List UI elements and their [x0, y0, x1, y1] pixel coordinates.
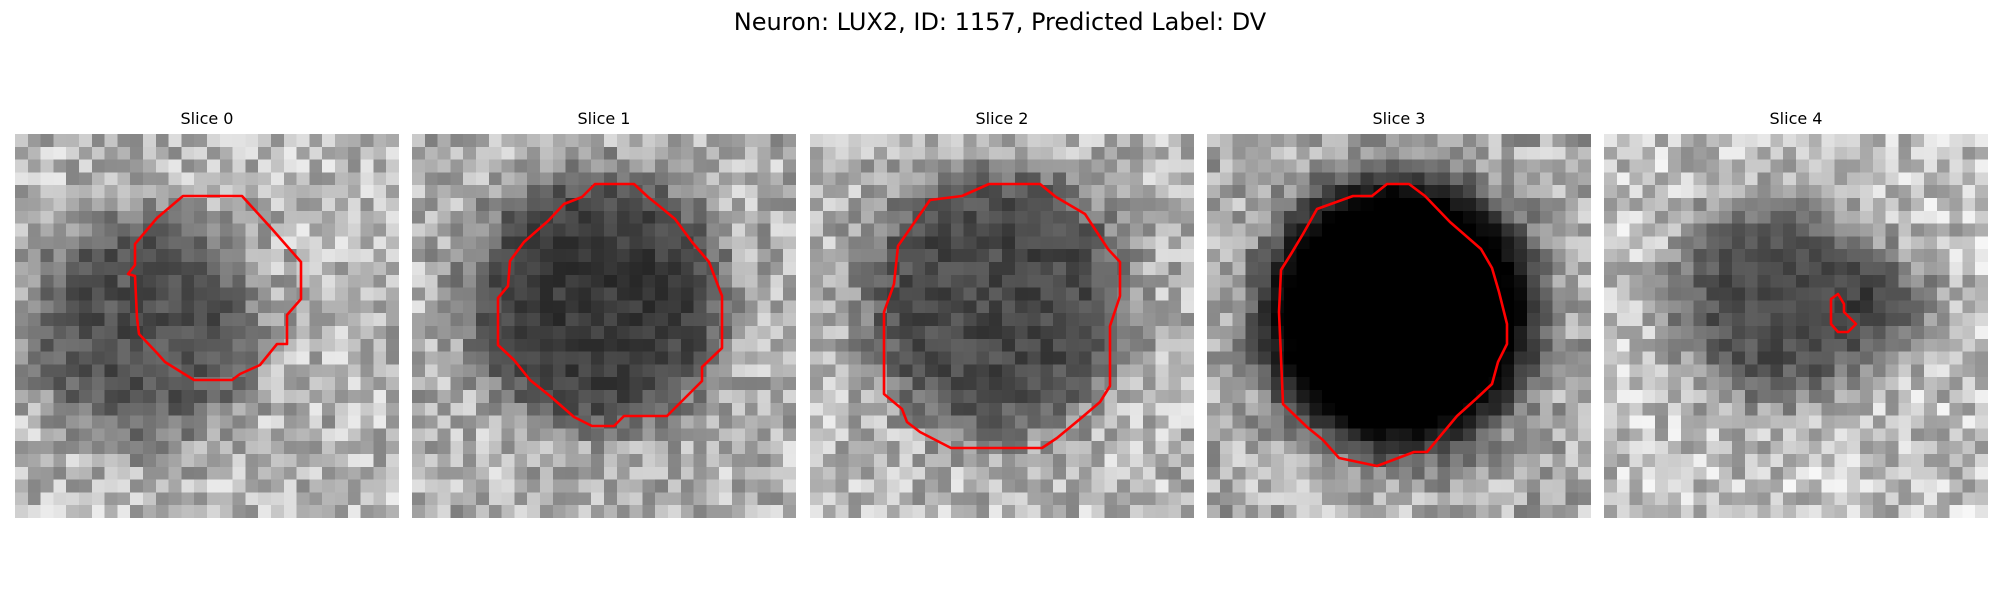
slice-panel-4: Slice 4: [1604, 108, 1988, 518]
slice-image: [15, 134, 399, 518]
slice-panel-1: Slice 1: [412, 108, 796, 518]
slice-title: Slice 2: [975, 109, 1029, 128]
slice-title: Slice 1: [577, 109, 631, 128]
slice-panel-0: Slice 0: [15, 108, 399, 518]
slice-image: [1207, 134, 1591, 518]
slice-panel-2: Slice 2: [810, 108, 1194, 518]
figure-title: Neuron: LUX2, ID: 1157, Predicted Label:…: [733, 8, 1267, 36]
slice-image: [1604, 134, 1988, 518]
slice-title: Slice 4: [1769, 109, 1823, 128]
slice-panel-3: Slice 3: [1207, 108, 1591, 518]
slice-image: [412, 134, 796, 518]
slice-image: [810, 134, 1194, 518]
slice-title: Slice 0: [180, 109, 234, 128]
slice-title: Slice 3: [1372, 109, 1426, 128]
